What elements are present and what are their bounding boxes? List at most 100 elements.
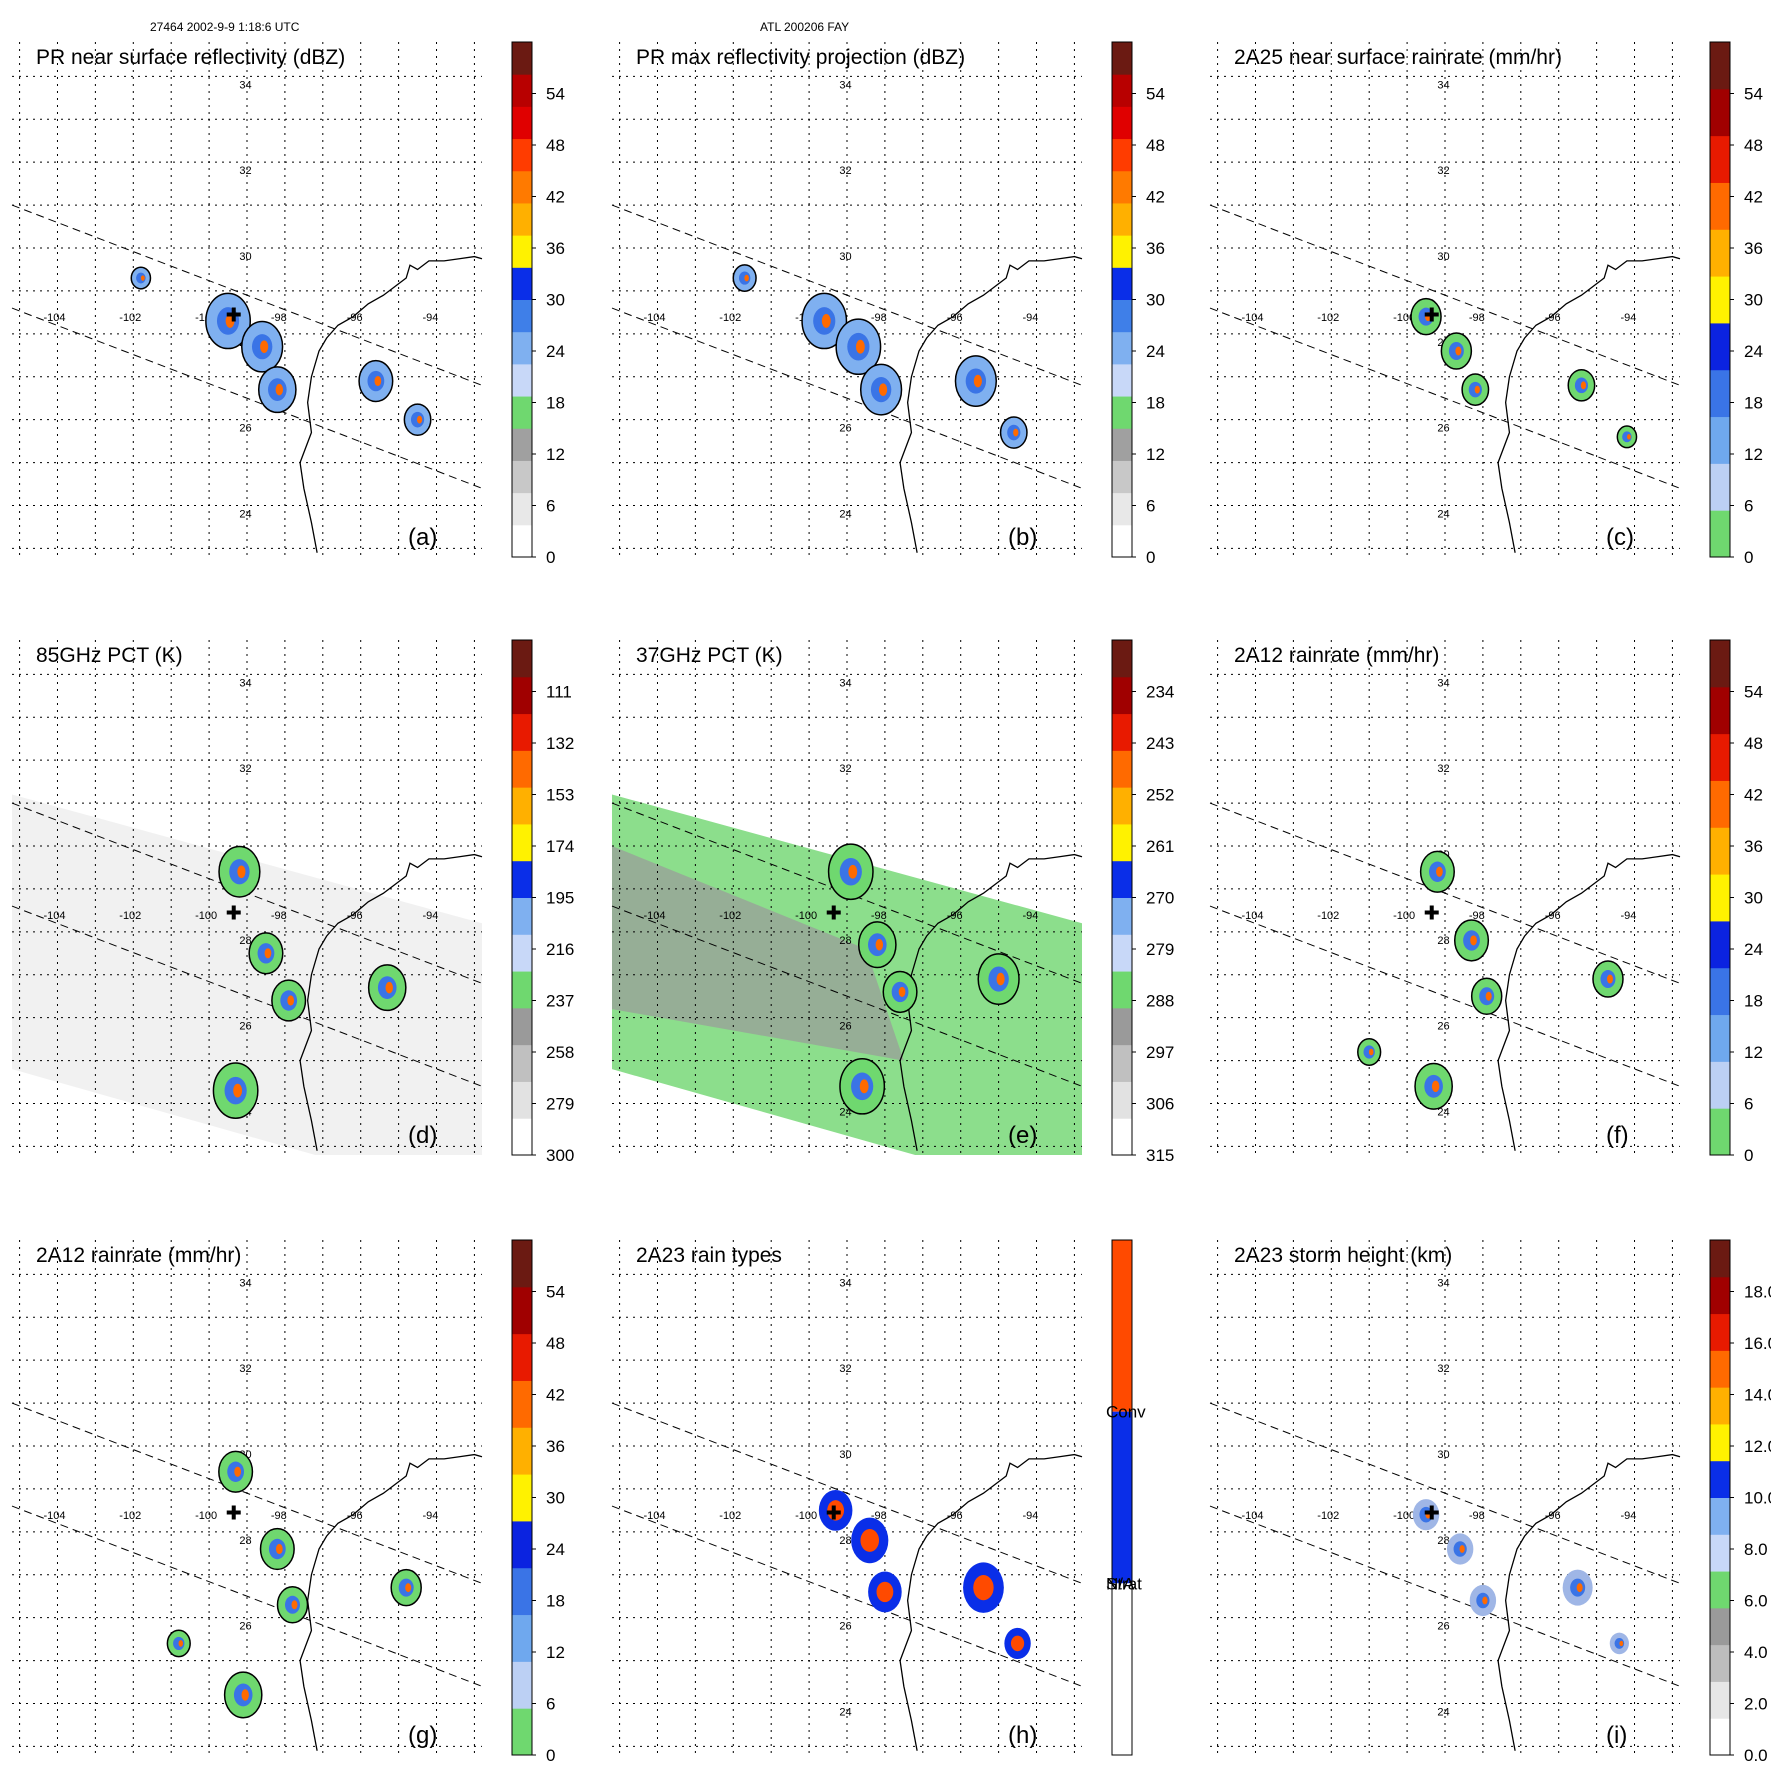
lat-tick-label: 28 — [839, 935, 851, 947]
lat-tick-label: 30 — [839, 1449, 851, 1461]
colorbar-tick-label: 270 — [1146, 889, 1174, 908]
colorbar-segment — [1710, 510, 1730, 558]
colorbar-segment — [1112, 267, 1132, 300]
colorbar-segment — [512, 676, 532, 715]
lon-tick-label: -96 — [947, 312, 963, 324]
station-marker — [226, 1505, 241, 1520]
colorbar-tick-label: 12 — [546, 445, 565, 464]
lat-tick-label: 34 — [1437, 79, 1449, 91]
lat-tick-label: 28 — [239, 935, 251, 947]
panel-b: -104-102-100-98-96-94242628303234PR max … — [611, 42, 1083, 557]
colorbar-tick-label: 195 — [546, 889, 574, 908]
colorbar-tick-label: 6 — [1744, 497, 1753, 516]
colorbar-segment — [1112, 460, 1132, 494]
panel-title: 2A23 rain types — [636, 1244, 782, 1267]
colorbar-tick-label: 0 — [1146, 548, 1155, 567]
colorbar-segment — [512, 1520, 532, 1569]
swath-edge — [611, 204, 1083, 386]
colorbar-tick-label: 288 — [1146, 992, 1174, 1011]
lat-tick-label: 32 — [839, 1363, 851, 1375]
lon-tick-label: -96 — [947, 910, 963, 922]
swath-background — [12, 794, 482, 1155]
colorbar-tick-label: 153 — [546, 786, 574, 805]
lon-tick-label: -98 — [1469, 1510, 1485, 1522]
orbit-header: 27464 2002-9-9 1:18:6 UTC — [150, 20, 300, 34]
coastline — [899, 853, 1083, 1151]
storm-cell-peak — [1470, 935, 1477, 946]
swath-edge — [11, 307, 483, 489]
lon-tick-label: -102 — [1317, 910, 1339, 922]
storm-cell-peak — [416, 415, 423, 424]
lat-tick-label: 34 — [239, 1277, 251, 1289]
colorbar-tick-label: 18 — [1146, 394, 1165, 413]
colorbar-tick-label: 14.0 — [1744, 1386, 1771, 1405]
storm-cell-peak — [405, 1583, 412, 1593]
swath-edge — [1209, 1402, 1681, 1584]
storm-cell-peak — [260, 340, 269, 354]
storm-cell-peak — [1013, 428, 1019, 437]
coastline — [899, 1453, 1083, 1751]
coastline — [299, 1453, 483, 1751]
colorbar-segment — [1710, 322, 1730, 371]
station-marker — [1424, 1505, 1439, 1520]
lat-tick-label: 24 — [839, 1707, 851, 1719]
colorbar-tick-label: Conv — [1106, 1403, 1146, 1422]
lon-tick-label: -94 — [1023, 1510, 1039, 1522]
station-marker — [1424, 905, 1439, 920]
colorbar-segment — [1112, 971, 1132, 1009]
colorbar-segment — [1112, 106, 1132, 140]
lon-tick-label: -98 — [271, 1510, 287, 1522]
panel-label: (f) — [1606, 1122, 1629, 1149]
colorbar-segment — [1112, 396, 1132, 429]
storm-cell-peak — [1474, 385, 1480, 394]
colorbar-tick-label: Strat — [1106, 1574, 1142, 1593]
colorbar-segment — [1112, 676, 1132, 715]
lon-tick-label: -98 — [271, 312, 287, 324]
colorbar-tick-label: N/A — [1106, 1574, 1135, 1593]
colorbar-segment — [1710, 1571, 1730, 1609]
colorbar-tick-label: 0 — [1744, 1146, 1753, 1165]
colorbar-tick-label: 132 — [546, 734, 574, 753]
colorbar-segment — [1710, 920, 1730, 969]
swath-edge — [1209, 307, 1681, 489]
colorbar-segment — [1112, 1583, 1132, 1755]
colorbar-tick-label: 297 — [1146, 1043, 1174, 1062]
lon-tick-label: -94 — [1621, 910, 1637, 922]
colorbar-segment — [512, 267, 532, 300]
lon-tick-label: -98 — [1469, 910, 1485, 922]
colorbar-segment — [1710, 1014, 1730, 1062]
storm-cell-peak — [973, 374, 982, 388]
colorbar-segment — [1710, 1607, 1730, 1646]
lon-tick-label: -104 — [43, 910, 65, 922]
colorbar-tick-label: 54 — [546, 85, 565, 104]
station-marker — [826, 905, 841, 920]
lat-tick-label: 32 — [839, 763, 851, 775]
colorbar-segment — [512, 1118, 532, 1156]
colorbar-tick-label: 42 — [1146, 188, 1165, 207]
coastline — [1497, 853, 1681, 1151]
colorbar-segment — [1710, 640, 1730, 688]
colorbar-tick-label: 300 — [546, 1146, 574, 1165]
swath-edge — [11, 204, 483, 386]
colorbar-tick-label: 24 — [1146, 342, 1165, 361]
colorbar-tick-label: 30 — [546, 1489, 565, 1508]
coastline — [1497, 1453, 1681, 1751]
lat-tick-label: 24 — [839, 509, 851, 521]
colorbar-tick-label: 0 — [546, 548, 555, 567]
colorbar-segment — [1710, 1534, 1730, 1572]
lon-tick-label: -96 — [947, 1510, 963, 1522]
colorbar-segment — [1112, 428, 1132, 461]
colorbar-tick-label: 306 — [1146, 1095, 1174, 1114]
lat-tick-label: 32 — [239, 165, 251, 177]
swath-edge — [1209, 802, 1681, 984]
storm-cell-peak — [1580, 381, 1587, 390]
colorbar-tick-label: 18 — [1744, 992, 1763, 1011]
storm-cell-peak — [264, 948, 272, 959]
storm-cell-peak — [1485, 991, 1492, 1001]
colorbar-segment — [512, 170, 532, 204]
colorbar-segment — [512, 1286, 532, 1335]
station-marker — [826, 1505, 841, 1520]
lon-tick-label: -100 — [1393, 910, 1415, 922]
colorbar-segment — [512, 299, 532, 333]
colorbar-segment — [512, 396, 532, 429]
